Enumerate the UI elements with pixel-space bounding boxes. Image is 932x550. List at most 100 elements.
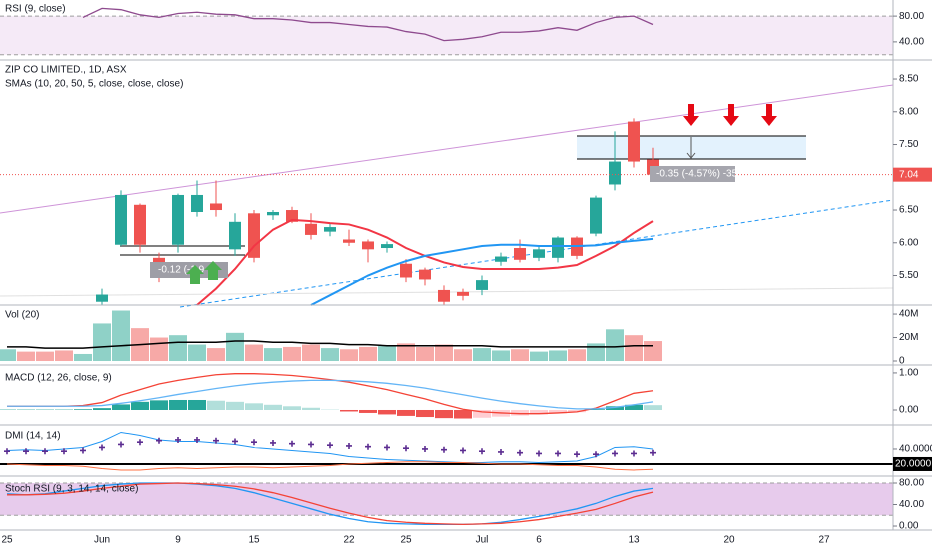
y-tick-label: 6.00 [899,237,919,248]
macd-histogram [226,401,244,410]
y-tick-label: 8.50 [899,74,919,85]
macd-histogram [606,406,624,410]
last-price-label: 7.04 [899,169,919,180]
y-tick-label: 40.0000 [899,444,932,455]
macd-histogram [416,409,434,418]
macd-histogram [473,409,491,418]
trendline [0,84,893,214]
candle-body [381,244,393,249]
macd-histogram [511,409,529,416]
volume-bar [530,351,548,362]
y-tick-label: 20.0000 [895,459,932,470]
macd-histogram [112,404,130,410]
volume-bar [321,348,339,362]
adx-marker [4,448,10,455]
candle-body [210,203,222,211]
adx-marker [441,446,447,453]
adx-marker [23,448,29,455]
volume-bar [55,350,73,362]
volume-bar [93,323,111,362]
volume-bar [150,337,168,362]
candle-body [514,248,526,260]
annotations: -0.12 (-1.9 -0.35 (-4.57%) -35 RSI (9, c… [5,4,777,495]
candle-body [533,249,545,258]
volume-bar [188,344,206,362]
measure-arrow [686,137,696,159]
volume-bar [169,335,187,362]
volume-bar [625,335,643,362]
indicator-line [310,237,654,306]
adx-marker [479,448,485,455]
adx-marker [137,439,143,446]
adx-marker [42,448,48,455]
candle-body [476,280,488,290]
adx-marker [289,440,295,447]
candle-body [400,263,412,278]
adx-marker [555,450,561,457]
y-tick-label: 0.00 [899,405,919,416]
indicator-line [82,7,654,42]
panel-title: DMI (14, 14) [5,431,61,442]
last-price-tag [893,167,932,182]
candle-body [590,197,602,234]
y-tick-label: 80.00 [899,478,924,489]
adx-marker [99,444,105,451]
candle-body [343,239,355,243]
macd-histogram [435,409,453,419]
y-tick-label: 40M [899,309,918,320]
candle-body [286,210,298,222]
macd-histogram [587,409,605,410]
y-tick-label: 8.00 [899,106,919,117]
volume-bar [473,348,491,362]
measure-label: -0.35 (-4.57%) -35 [656,169,738,180]
candle-body [305,223,317,235]
volume-bar [397,343,415,362]
macd-histogram [188,399,206,410]
macd-histogram [625,404,643,410]
volume-bar [549,350,567,362]
volume-bar [283,346,301,362]
macd-histogram [245,403,263,410]
volume-bar [435,344,453,362]
volume-bar [587,343,605,362]
y-tick-label: 80.00 [899,11,924,22]
candle-body [191,194,203,212]
macd-histogram [568,409,586,413]
volume-bar [492,350,510,362]
candle-body [552,237,564,258]
adx-marker [650,449,656,456]
band [0,483,893,516]
volume-bar [245,344,263,362]
candle-body [267,211,279,216]
adx-marker [175,436,181,443]
y-tick-label: 0.00 [899,521,919,532]
x-tick-label: 9 [175,535,181,546]
y-tick-label: 20M [899,332,918,343]
adx-marker [156,437,162,444]
volume-bar [511,349,529,362]
candle-body [229,221,241,250]
indicator-line [7,340,653,349]
adx-marker [460,447,466,454]
series-layer [0,7,893,526]
macd-histogram [93,408,111,410]
y-tick-label: 40.00 [899,37,924,48]
adx-marker [403,445,409,452]
measure-label: -0.12 (-1.9 [158,265,205,276]
adx-marker [631,450,637,457]
adx-marker [498,448,504,455]
candle-body [628,121,640,162]
measure-label-box [650,166,735,182]
y-tick-label: 1.00 [899,368,919,379]
candle-body [134,204,146,245]
volume-bar [606,329,624,362]
volume-bar [454,349,472,362]
adx-marker [365,443,371,450]
adx-marker [232,438,238,445]
y-tick-label: 6.50 [899,205,919,216]
adx-marker [213,437,219,444]
x-tick-label: 25 [1,535,13,546]
candle-body [609,161,621,185]
